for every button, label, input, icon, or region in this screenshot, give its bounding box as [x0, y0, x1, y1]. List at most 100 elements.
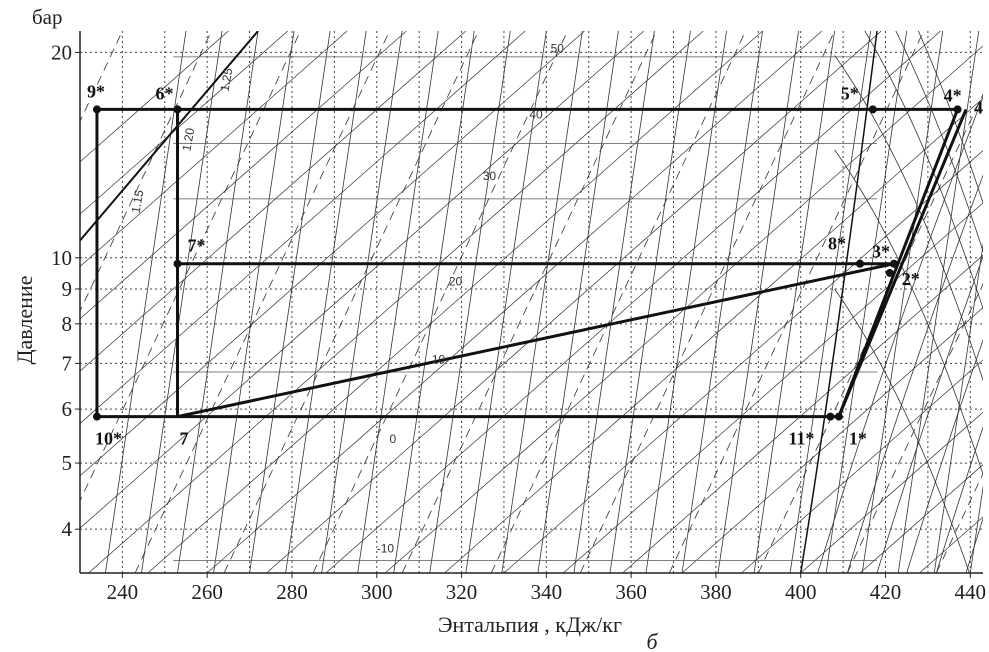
isoline-shallow [88, 31, 704, 573]
x-tick-label: 260 [191, 580, 223, 604]
density-label: 1.20 [179, 127, 197, 153]
state-point [92, 412, 101, 421]
isoline-steep [717, 31, 799, 573]
isoline-shallow [80, 31, 467, 372]
density-label: 1.15 [129, 189, 147, 215]
isoline-steep [285, 31, 367, 573]
y-tick-label: 20 [51, 40, 72, 64]
superheat-isotherm [917, 31, 983, 205]
isochore-line [757, 93, 983, 573]
grid [80, 31, 983, 573]
isoline-shallow [147, 31, 763, 573]
isotherm-label: -10 [377, 541, 395, 555]
state-point-label: 6* [156, 83, 174, 103]
y-tick-label: 6 [62, 397, 73, 421]
isochore-line [134, 31, 390, 573]
saturated-vapor-line [799, 31, 878, 573]
state-point [856, 259, 865, 268]
isotherm-label: 40 [529, 108, 543, 122]
isoline-steep [501, 31, 583, 573]
isoline-steep [393, 31, 475, 573]
isochore-line [223, 31, 479, 573]
state-point [885, 268, 894, 277]
isoline-shallow [80, 31, 348, 267]
isotherm-label: 50 [551, 41, 565, 55]
isotherm-label: 30 [483, 169, 497, 183]
isoline-steep [573, 31, 655, 573]
isoline-shallow [206, 31, 823, 573]
state-point-label: 3* [872, 242, 890, 262]
isoline-steep [897, 31, 980, 573]
superheat-isentrope [846, 174, 983, 573]
isochore-line [80, 31, 212, 312]
isochore-line [490, 31, 746, 573]
cycle-lines [95, 107, 968, 419]
saturated-liquid-line [80, 31, 259, 242]
state-point-label: 5* [841, 83, 859, 103]
state-point [173, 259, 182, 268]
isoline-shallow [800, 411, 983, 573]
superheat-isotherm [834, 288, 970, 573]
x-tick-label: 440 [955, 580, 987, 604]
superheat-isotherm [834, 55, 983, 382]
isoline-shallow [563, 202, 983, 573]
state-point-label: 10* [95, 429, 122, 449]
y-tick-label: 9 [62, 277, 73, 301]
isoline-shallow [80, 31, 229, 163]
y-unit-label: бар [32, 5, 63, 29]
isotherm-label: 20 [449, 275, 463, 289]
y-tick-label: 8 [62, 312, 73, 336]
state-point [826, 412, 835, 421]
isoline-steep [213, 31, 295, 573]
isoline-steep [249, 31, 331, 573]
y-tick-label: 4 [62, 517, 73, 541]
isoline-steep [537, 31, 619, 573]
superheat-isentrope [935, 426, 983, 573]
isoline-shallow [859, 464, 983, 573]
isoline-steep [465, 31, 547, 573]
isoline-shallow [80, 31, 288, 215]
cycle-path [176, 109, 895, 419]
isotherm-label: 0 [389, 432, 396, 446]
isochore-line [579, 31, 835, 573]
superheat-isentrope [817, 95, 983, 573]
isoline-steep [105, 31, 187, 573]
state-point-label: 7 [180, 429, 189, 449]
superheat-isotherm [895, 31, 983, 253]
isochore-line [401, 31, 657, 573]
isoline-shallow [741, 359, 983, 573]
isoline-steep [933, 242, 983, 573]
x-tick-label: 400 [785, 580, 817, 604]
state-point-label: 1* [849, 429, 867, 449]
state-point [889, 259, 898, 268]
state-point-label: 9* [87, 81, 105, 101]
isotherm-label: 10 [432, 352, 446, 366]
superheat-isotherm [864, 31, 983, 310]
state-point-label: 4 [974, 97, 983, 117]
isoline-shallow [80, 31, 585, 477]
cycle-path [837, 108, 968, 418]
tick-labels: 240 260 280 300 320 340 360 380 400 420 4404567891… [51, 40, 986, 604]
isochore-line [80, 31, 301, 502]
isoline-shallow [622, 254, 983, 573]
state-point [834, 412, 843, 421]
x-axis-title: Энтальпия , кДж/кг [438, 612, 622, 637]
isoline-shallow [266, 31, 882, 573]
state-point-label: 11* [788, 429, 814, 449]
state-point [173, 105, 182, 114]
isoline-steep [645, 31, 727, 573]
isoline-shallow [325, 31, 941, 573]
x-tick-label: 340 [531, 580, 563, 604]
state-points: 50 40 30 20 10 0 -10 1.25 1.20 1.15 1* 11* 2* 3* 4* 4 5*… [87, 41, 983, 555]
isochore-line [668, 31, 925, 573]
y-tick-label: 7 [62, 351, 73, 375]
isoline-shallow [503, 150, 983, 573]
x-tick-label: 300 [361, 580, 393, 604]
isoline-steep [789, 31, 872, 573]
state-point-label: 8* [828, 234, 846, 254]
isoline-steep [141, 31, 223, 573]
density-label: 1.25 [218, 67, 236, 93]
